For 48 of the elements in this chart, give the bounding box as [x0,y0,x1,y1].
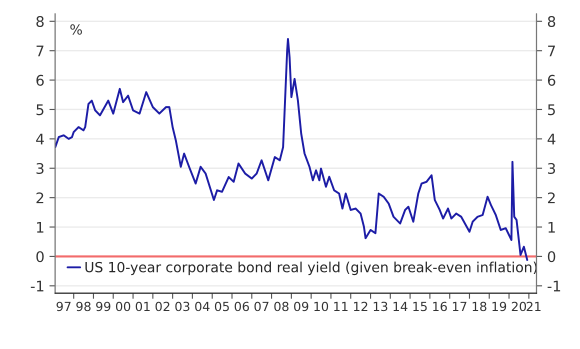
y2-tick-label: 7 [548,46,555,56]
x-tick-label: 98 [76,302,91,312]
y2-tick-label: 2 [548,192,555,204]
x-tick-label: 05 [214,302,229,312]
y-tick-label: 7 [36,46,44,56]
x-tick-label: 97 [56,302,71,312]
x-tick-label: 15 [413,302,427,312]
y-tick-label: 8 [36,16,44,28]
x-tick-label: 12 [354,302,368,311]
x-tick-label: 03 [175,302,190,312]
x-tick-label: 01 [136,302,150,312]
y-tick-label: 1 [37,222,44,233]
y-tick-label: 5 [36,104,44,116]
x-tick-label: 00 [116,302,130,312]
x-tick-label: 16 [433,302,447,312]
y-tick-label: 4 [36,134,44,144]
x-tick-label: 04 [195,302,210,312]
y-tick-label: 6 [36,74,44,86]
y2-tick-label: 1 [548,222,555,233]
x-tick-label: 02 [156,302,170,312]
x-tick-label: 21 [526,302,541,311]
y-tick-label: 0 [36,251,44,262]
y2-tick-label: 8 [548,16,556,28]
x-tick-label: 10 [314,302,328,312]
y2-tick-label: -1 [548,280,560,292]
y-tick-label: -1 [30,280,44,292]
y2-tick-label: 3 [548,162,556,174]
x-tick-label: 20 [512,302,526,312]
y2-tick-label: 4 [548,134,556,144]
y-tick-label: 3 [36,162,44,174]
x-tick-label: 17 [452,302,466,311]
y-axis-title: % [70,24,82,35]
x-tick-label: 99 [96,302,110,312]
x-tick-label: 13 [374,302,388,312]
x-tick-label: 08 [274,302,289,312]
y2-tick-label: 5 [548,104,555,116]
x-tick-label: 11 [334,302,348,311]
x-tick-label: 07 [254,302,268,312]
x-tick-label: 19 [492,302,506,312]
x-tick-label: 18 [472,302,486,312]
x-tick-label: 14 [394,302,408,311]
x-tick-label: 09 [294,302,308,312]
line-series [55,38,528,261]
legend-label: US 10-year corporate bond real yield (given break-even inflation) [85,262,537,276]
y-tick-label: 2 [36,192,44,204]
y2-tick-label: 0 [548,251,556,262]
x-tick-label: 06 [234,302,249,312]
y2-tick-label: 6 [548,74,556,86]
